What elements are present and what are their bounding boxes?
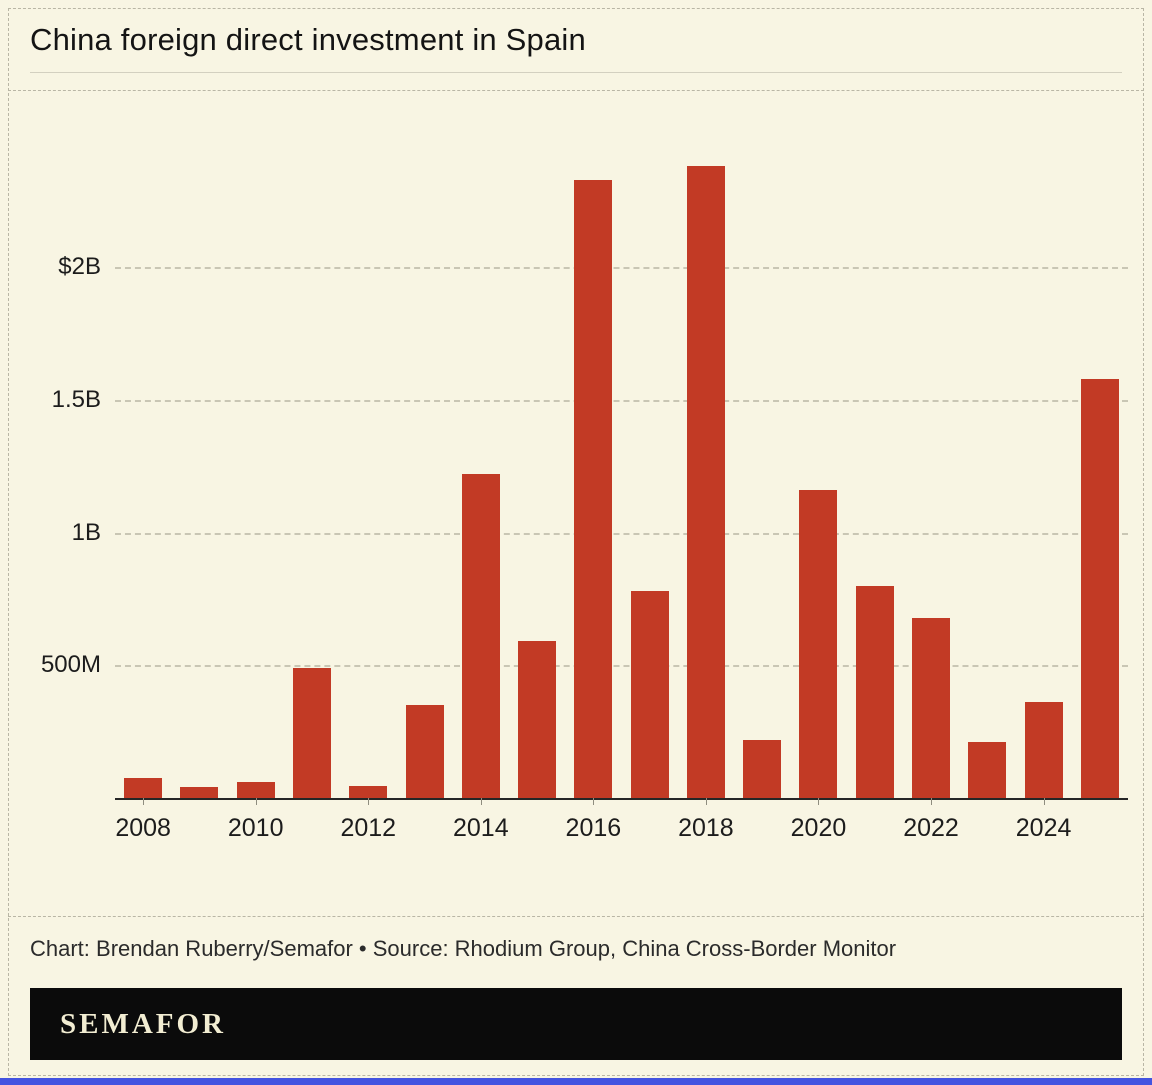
bar-2015 [518,641,557,798]
bar-2012 [349,786,388,798]
x-axis-label-2012: 2012 [340,814,397,842]
bar-2025 [1080,379,1119,798]
x-tick-2016 [593,798,595,805]
x-axis-label-2020: 2020 [790,814,847,842]
credit-line: Chart: Brendan Ruberry/Semafor • Source:… [30,936,897,961]
x-axis-baseline [115,798,1128,800]
x-tick-2020 [818,798,820,805]
brand-wordmark: SEMAFOR [60,1007,226,1040]
x-axis-label-2018: 2018 [678,814,734,842]
x-tick-2008 [143,798,145,805]
accent-strip [0,1078,1152,1085]
x-tick-2018 [705,798,707,805]
gridline-1B [115,532,1128,535]
header-divider [8,90,1144,91]
bar-2019 [743,740,782,798]
x-axis-label-2008: 2008 [115,814,171,842]
bar-2021 [855,586,894,798]
y-axis-label-1.5B: 1.5B [51,385,101,413]
gridline-500M [115,665,1128,668]
x-axis-label-2024: 2024 [1015,814,1072,842]
y-axis-label-$2B: $2B [58,253,101,281]
bar-2024 [1024,702,1063,798]
x-axis-label-2022: 2022 [903,814,959,842]
bar-2011 [292,668,331,798]
brand-bar: SEMAFOR [30,988,1122,1060]
gridline-$2B [115,267,1128,270]
x-tick-2012 [368,798,370,805]
x-tick-2010 [255,798,257,805]
bar-2018 [686,166,725,798]
bar-2013 [405,705,444,798]
footer-divider [8,916,1144,917]
gridline-1.5B [115,399,1128,402]
x-tick-2014 [480,798,482,805]
bar-2008 [124,778,163,798]
bar-2022 [912,618,951,798]
bar-2014 [461,474,500,798]
bar-2010 [236,782,275,798]
x-axis-label-2010: 2010 [227,814,284,842]
x-axis-label-2016: 2016 [565,814,622,842]
bar-2020 [799,490,838,798]
x-axis-label-2014: 2014 [452,814,509,842]
y-axis-label-1B: 1B [71,518,101,546]
bar-2023 [968,742,1007,798]
y-axis-label-500M: 500M [40,651,101,679]
bar-2009 [180,787,219,798]
bar-2017 [630,591,669,798]
header-rule [30,72,1122,73]
chart-title: China foreign direct investment in Spain [30,22,586,57]
plot-area: 500M 1B 1.5B $2B 2008 2010 2012 2014 2016 2018 202… [41,100,1128,842]
bar-2016 [574,180,613,798]
x-tick-2022 [931,798,933,805]
x-tick-2024 [1043,798,1045,805]
